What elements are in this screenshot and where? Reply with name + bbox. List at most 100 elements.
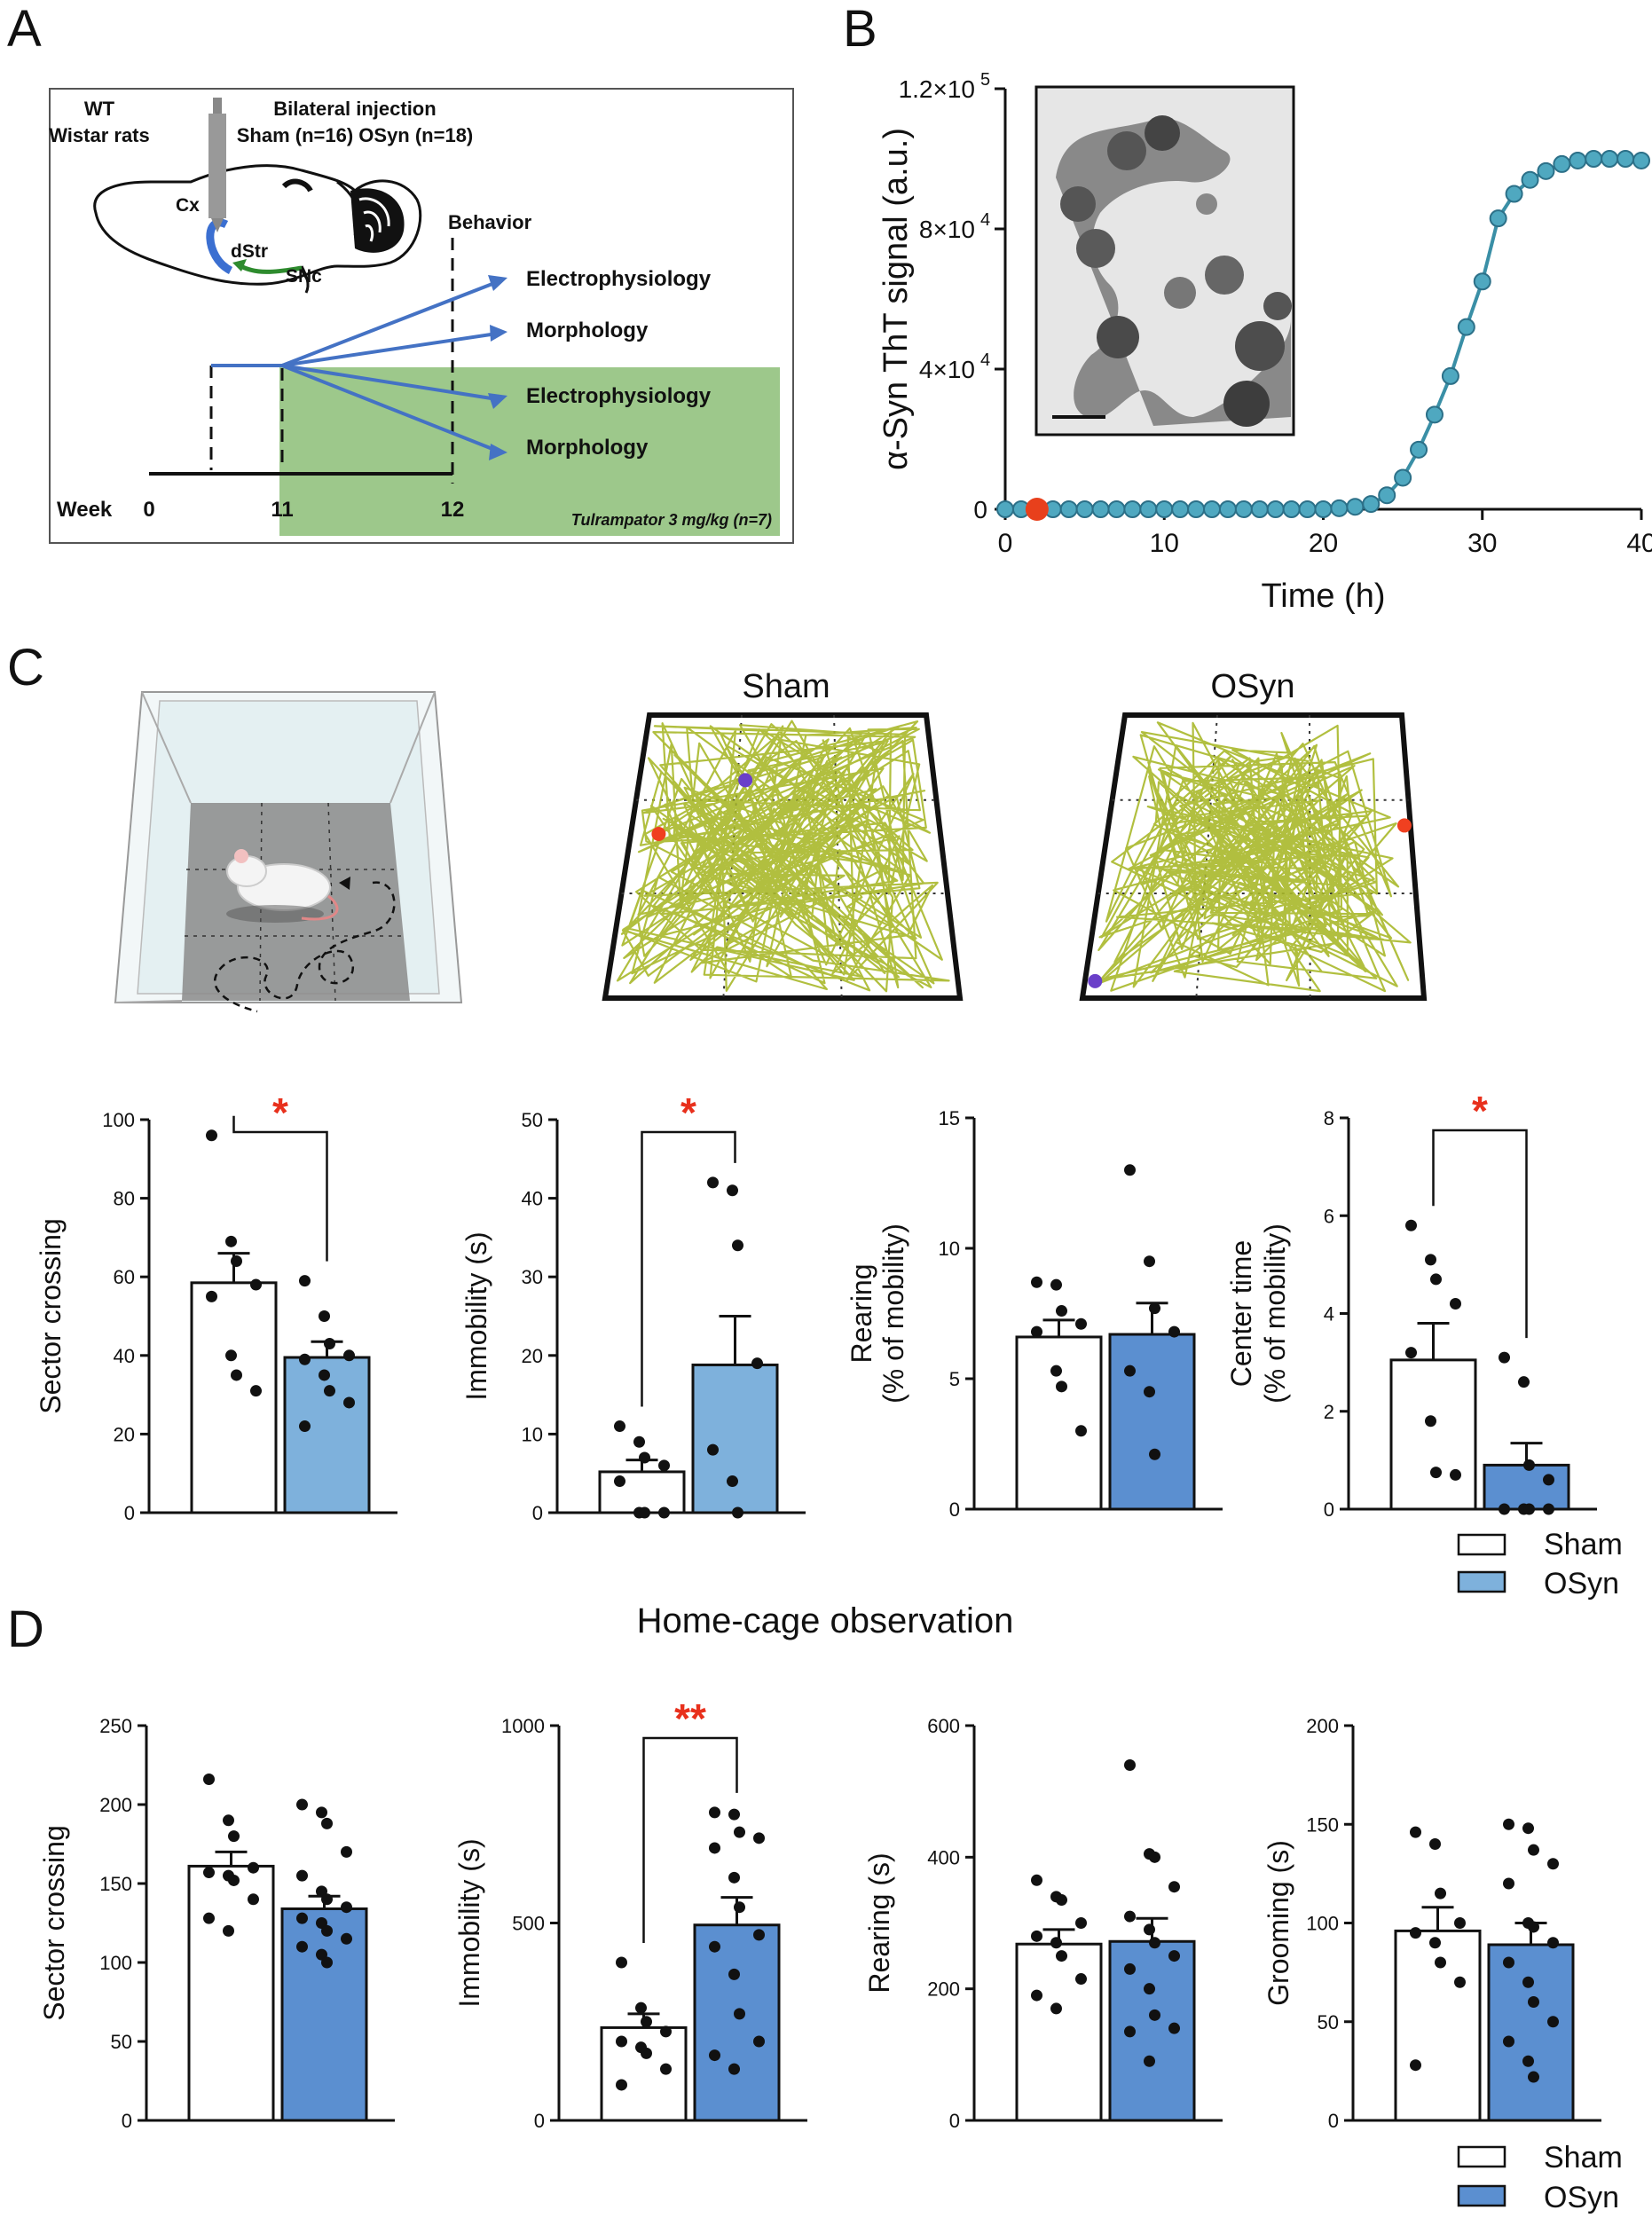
data-point bbox=[1435, 1956, 1446, 1969]
bar-chart-d-immobility: 0 500 1000 Immobility (s) ** bbox=[453, 1695, 807, 2132]
data-point bbox=[1429, 1838, 1441, 1850]
b-data-point bbox=[1187, 500, 1206, 518]
data-point bbox=[707, 1176, 719, 1189]
region-dstr-label: dStr bbox=[231, 241, 268, 262]
data-point bbox=[1149, 2009, 1160, 2021]
data-point bbox=[1050, 1278, 1062, 1291]
y-tick-label: 60 bbox=[114, 1266, 135, 1288]
data-point bbox=[319, 1310, 330, 1322]
data-point bbox=[296, 1869, 308, 1882]
data-point bbox=[223, 1924, 234, 1937]
workflow-arrows bbox=[211, 280, 498, 452]
b-data-point bbox=[1632, 151, 1650, 169]
data-point bbox=[1031, 1325, 1042, 1338]
track-end-point bbox=[651, 826, 666, 841]
data-point bbox=[1050, 1937, 1062, 1949]
data-point bbox=[1547, 1937, 1559, 1949]
week-label: Week bbox=[57, 498, 113, 522]
data-point bbox=[1499, 1351, 1510, 1364]
data-point bbox=[1410, 1927, 1421, 1939]
y-tick-label: 200 bbox=[99, 1794, 132, 1816]
data-point bbox=[753, 2035, 765, 2048]
panel-a-schematic: WT Wistar rats Bilateral injection Sham … bbox=[49, 88, 794, 544]
significance-bracket bbox=[641, 1130, 736, 1407]
legend-d-osyn-label: OSyn bbox=[1544, 2181, 1619, 2214]
data-point bbox=[732, 1239, 743, 1252]
data-point bbox=[1522, 2055, 1534, 2067]
b-data-point bbox=[1505, 185, 1523, 203]
data-point bbox=[614, 1420, 625, 1433]
data-point bbox=[633, 1435, 645, 1448]
bar-sham bbox=[1015, 1942, 1103, 2122]
data-point bbox=[1405, 1347, 1417, 1359]
significance-bracket bbox=[232, 1115, 328, 1262]
arrowheads bbox=[488, 275, 507, 460]
b-data-point bbox=[1218, 500, 1237, 518]
data-point bbox=[1124, 1910, 1136, 1923]
legend-d: Sham OSyn bbox=[1457, 2141, 1623, 2214]
legend-c: Sham OSyn bbox=[1457, 1528, 1623, 1601]
y-tick-label: 0 bbox=[122, 2110, 132, 2132]
b-data-point bbox=[1250, 500, 1269, 518]
data-point bbox=[321, 1893, 333, 1906]
y-tick-label: 5 bbox=[949, 1368, 960, 1390]
behavior-label: Behavior bbox=[448, 211, 532, 233]
bar-osyn bbox=[280, 1907, 368, 2122]
data-point bbox=[1031, 1874, 1042, 1886]
bar-chart-d-sector-crossing: 0 50 100 150 200 250 Sector crossing bbox=[38, 1715, 395, 2132]
y-tick-label: 1000 bbox=[501, 1715, 545, 1737]
b-data-point bbox=[1091, 500, 1110, 518]
b-y-tick-label: 0 bbox=[973, 496, 987, 523]
b-data-point bbox=[1298, 500, 1317, 518]
bar-osyn bbox=[693, 1923, 781, 2122]
b-data-point bbox=[1553, 154, 1571, 173]
data-point bbox=[1075, 1425, 1087, 1437]
y-tick-label: 50 bbox=[111, 2031, 132, 2053]
data-point bbox=[299, 1275, 311, 1287]
b-data-point bbox=[1282, 500, 1301, 518]
week-tick-0: 0 bbox=[143, 498, 154, 522]
data-point bbox=[206, 1290, 217, 1302]
b-data-point bbox=[1266, 500, 1285, 518]
data-point bbox=[709, 2049, 720, 2062]
data-point bbox=[206, 1129, 217, 1142]
data-point bbox=[228, 1830, 240, 1843]
y-tick-label: 2 bbox=[1324, 1401, 1334, 1423]
data-point bbox=[734, 1826, 745, 1838]
data-point bbox=[1124, 1759, 1136, 1771]
y-tick-label: 15 bbox=[939, 1107, 960, 1129]
data-point bbox=[728, 1808, 740, 1821]
data-point bbox=[709, 1842, 720, 1854]
data-point bbox=[635, 2002, 647, 2014]
b-x-tick-label: 0 bbox=[998, 529, 1013, 558]
data-point bbox=[299, 1353, 311, 1365]
data-point bbox=[1425, 1254, 1436, 1266]
data-point bbox=[1144, 1255, 1155, 1268]
data-point bbox=[341, 1932, 352, 1945]
data-point bbox=[616, 2079, 627, 2091]
data-point bbox=[321, 1924, 333, 1937]
data-point bbox=[1543, 1503, 1554, 1515]
y-tick-label: 40 bbox=[114, 1345, 135, 1367]
outcome-electrophysiology-2: Electrophysiology bbox=[526, 384, 712, 408]
b-data-point bbox=[1203, 500, 1222, 518]
data-point bbox=[728, 2063, 740, 2075]
data-point bbox=[321, 1956, 333, 1969]
data-point bbox=[1050, 2002, 1062, 2015]
data-point bbox=[1405, 1219, 1417, 1231]
b-data-point bbox=[1601, 150, 1619, 168]
bar-chart-d-grooming: 0 50 100 150 200 Grooming (s) bbox=[1263, 1715, 1601, 2132]
data-point bbox=[248, 1893, 259, 1906]
y-axis-label: Center time bbox=[1225, 1240, 1257, 1387]
y-axis-label: Sector crossing bbox=[35, 1218, 67, 1414]
legend-d-sham-label: Sham bbox=[1544, 2141, 1623, 2175]
data-point bbox=[1124, 1164, 1136, 1176]
bar-osyn bbox=[1108, 1939, 1196, 2122]
outcome-electrophysiology-1: Electrophysiology bbox=[526, 267, 712, 291]
data-point bbox=[1168, 2022, 1180, 2034]
y-tick-label: 100 bbox=[102, 1109, 135, 1131]
significance-bracket bbox=[1432, 1129, 1528, 1339]
panel-letter-c: C bbox=[7, 639, 44, 696]
data-point bbox=[324, 1385, 335, 1397]
animal-label-1: WT bbox=[84, 98, 115, 120]
